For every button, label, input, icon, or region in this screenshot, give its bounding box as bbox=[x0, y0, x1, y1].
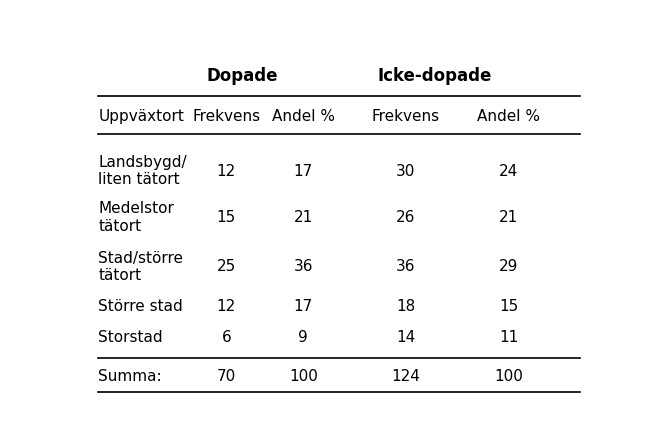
Text: Dopade: Dopade bbox=[206, 67, 277, 84]
Text: 30: 30 bbox=[397, 164, 416, 179]
Text: 9: 9 bbox=[299, 329, 308, 345]
Text: 17: 17 bbox=[294, 299, 313, 314]
Text: Stad/större
tätort: Stad/större tätort bbox=[98, 251, 183, 283]
Text: Uppväxtort: Uppväxtort bbox=[98, 109, 184, 124]
Text: 26: 26 bbox=[397, 210, 416, 225]
Text: 25: 25 bbox=[216, 259, 236, 274]
Text: 18: 18 bbox=[397, 299, 416, 314]
Text: Frekvens: Frekvens bbox=[372, 109, 440, 124]
Text: Summa:: Summa: bbox=[98, 369, 162, 384]
Text: 100: 100 bbox=[494, 369, 523, 384]
Text: Andel %: Andel % bbox=[272, 109, 335, 124]
Text: Landsbygd/
liten tätort: Landsbygd/ liten tätort bbox=[98, 155, 187, 187]
Text: 6: 6 bbox=[222, 329, 231, 345]
Text: 29: 29 bbox=[499, 259, 518, 274]
Text: 12: 12 bbox=[216, 164, 236, 179]
Text: Frekvens: Frekvens bbox=[193, 109, 260, 124]
Text: 12: 12 bbox=[216, 299, 236, 314]
Text: 100: 100 bbox=[289, 369, 318, 384]
Text: Medelstor
tätort: Medelstor tätort bbox=[98, 201, 174, 234]
Text: 17: 17 bbox=[294, 164, 313, 179]
Text: 14: 14 bbox=[397, 329, 416, 345]
Text: 124: 124 bbox=[391, 369, 420, 384]
Text: 36: 36 bbox=[397, 259, 416, 274]
Text: 36: 36 bbox=[294, 259, 313, 274]
Text: Storstad: Storstad bbox=[98, 329, 163, 345]
Text: 21: 21 bbox=[499, 210, 518, 225]
Text: Större stad: Större stad bbox=[98, 299, 183, 314]
Text: 15: 15 bbox=[216, 210, 236, 225]
Text: 21: 21 bbox=[294, 210, 313, 225]
Text: 15: 15 bbox=[499, 299, 518, 314]
Text: Icke-dopade: Icke-dopade bbox=[377, 67, 491, 84]
Text: 11: 11 bbox=[499, 329, 518, 345]
Text: Andel %: Andel % bbox=[477, 109, 540, 124]
Text: 70: 70 bbox=[216, 369, 236, 384]
Text: 24: 24 bbox=[499, 164, 518, 179]
